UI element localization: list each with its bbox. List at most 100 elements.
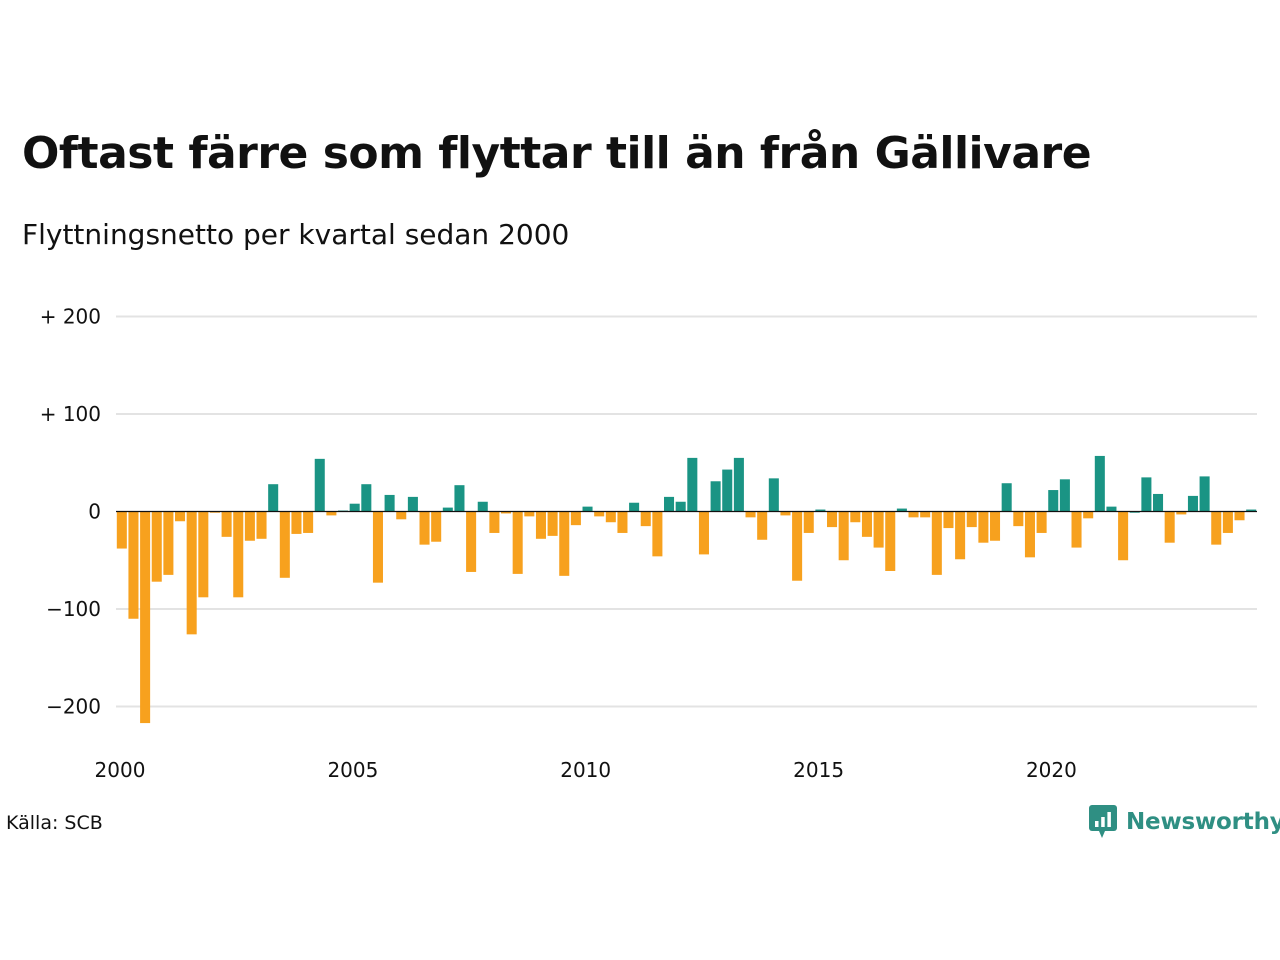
bar bbox=[524, 511, 535, 517]
bar bbox=[128, 511, 139, 619]
bar bbox=[419, 511, 430, 545]
bar bbox=[1094, 455, 1105, 512]
bar bbox=[710, 481, 721, 512]
bar bbox=[1246, 509, 1257, 512]
bars bbox=[116, 455, 1257, 724]
bar bbox=[617, 511, 628, 533]
bar bbox=[594, 511, 605, 517]
chart-title: Oftast färre som flyttar till än från Gä… bbox=[22, 128, 1092, 179]
bar bbox=[454, 485, 465, 512]
bar bbox=[1106, 506, 1117, 512]
bar bbox=[1013, 511, 1024, 527]
bar bbox=[291, 511, 302, 534]
bar bbox=[780, 511, 791, 516]
bar bbox=[1048, 490, 1059, 512]
bar bbox=[175, 511, 186, 522]
bar bbox=[384, 494, 395, 512]
bar bbox=[489, 511, 500, 533]
bar bbox=[698, 511, 709, 555]
bar bbox=[803, 511, 814, 533]
bar bbox=[477, 501, 488, 512]
x-tick-label: 2005 bbox=[327, 758, 378, 782]
y-tick-label: + 200 bbox=[40, 305, 101, 329]
bar bbox=[640, 511, 651, 527]
bar bbox=[850, 511, 861, 523]
bar bbox=[908, 511, 919, 518]
bar bbox=[407, 496, 418, 512]
bar bbox=[466, 511, 477, 572]
y-axis-tick-labels: + 200 + 100 0 −100 −200 bbox=[40, 305, 101, 719]
bar bbox=[664, 496, 675, 512]
bar bbox=[1211, 511, 1222, 545]
bar bbox=[757, 511, 768, 540]
bar bbox=[442, 507, 453, 512]
bar bbox=[1071, 511, 1082, 548]
bar bbox=[687, 457, 698, 512]
bar bbox=[792, 511, 803, 581]
y-tick-label: + 100 bbox=[40, 402, 101, 426]
bar bbox=[1083, 511, 1094, 519]
brand-name: Newsworthy bbox=[1126, 809, 1280, 835]
bar bbox=[326, 511, 337, 516]
bar bbox=[1234, 511, 1245, 521]
bar bbox=[722, 469, 733, 512]
bar bbox=[233, 511, 244, 598]
bar bbox=[396, 511, 407, 520]
bar bbox=[431, 511, 442, 542]
bar bbox=[1001, 483, 1012, 512]
bar bbox=[978, 511, 989, 543]
bar bbox=[163, 511, 174, 575]
bar bbox=[1153, 493, 1164, 512]
bar bbox=[512, 511, 523, 574]
bar bbox=[314, 458, 325, 512]
bar bbox=[1199, 476, 1210, 512]
bar bbox=[873, 511, 884, 548]
bar bbox=[966, 511, 977, 528]
bar bbox=[244, 511, 255, 541]
bar bbox=[151, 511, 162, 582]
bar bbox=[256, 511, 267, 539]
bar bbox=[1164, 511, 1175, 543]
bar bbox=[349, 503, 360, 512]
bar bbox=[186, 511, 197, 635]
bar bbox=[303, 511, 314, 533]
bar bbox=[838, 511, 849, 561]
bar bbox=[1024, 511, 1035, 558]
bar bbox=[675, 501, 686, 512]
bar bbox=[221, 511, 232, 537]
x-tick-label: 2020 bbox=[1026, 758, 1077, 782]
bar bbox=[268, 484, 279, 512]
x-tick-label: 2010 bbox=[560, 758, 611, 782]
x-axis-tick-labels: 2000 2005 2010 2015 2020 bbox=[95, 758, 1077, 782]
bar bbox=[652, 511, 663, 557]
bar bbox=[931, 511, 942, 575]
newsworthy-logo-icon bbox=[1089, 805, 1117, 838]
newsworthy-logo: Newsworthy bbox=[1088, 804, 1280, 840]
x-tick-label: 2015 bbox=[793, 758, 844, 782]
bar bbox=[1059, 479, 1070, 512]
bar bbox=[1222, 511, 1233, 533]
source-note: Källa: SCB bbox=[6, 812, 103, 834]
bar bbox=[733, 457, 744, 512]
bar bbox=[955, 511, 966, 560]
bar bbox=[896, 508, 907, 512]
bar bbox=[1036, 511, 1047, 533]
bar bbox=[535, 511, 546, 539]
bar bbox=[1118, 511, 1129, 561]
bar bbox=[582, 506, 593, 512]
bar bbox=[629, 502, 640, 512]
bar bbox=[279, 511, 290, 578]
bar bbox=[361, 484, 372, 512]
bar bbox=[605, 511, 616, 523]
bar bbox=[372, 511, 383, 583]
y-tick-label: −100 bbox=[46, 597, 101, 621]
bar bbox=[885, 511, 896, 571]
bar bbox=[559, 511, 570, 576]
bar bbox=[990, 511, 1001, 541]
bar bbox=[547, 511, 558, 536]
bar bbox=[861, 511, 872, 537]
bar bbox=[140, 511, 151, 724]
y-tick-label: 0 bbox=[88, 500, 101, 524]
bar bbox=[198, 511, 209, 598]
bar bbox=[570, 511, 581, 526]
